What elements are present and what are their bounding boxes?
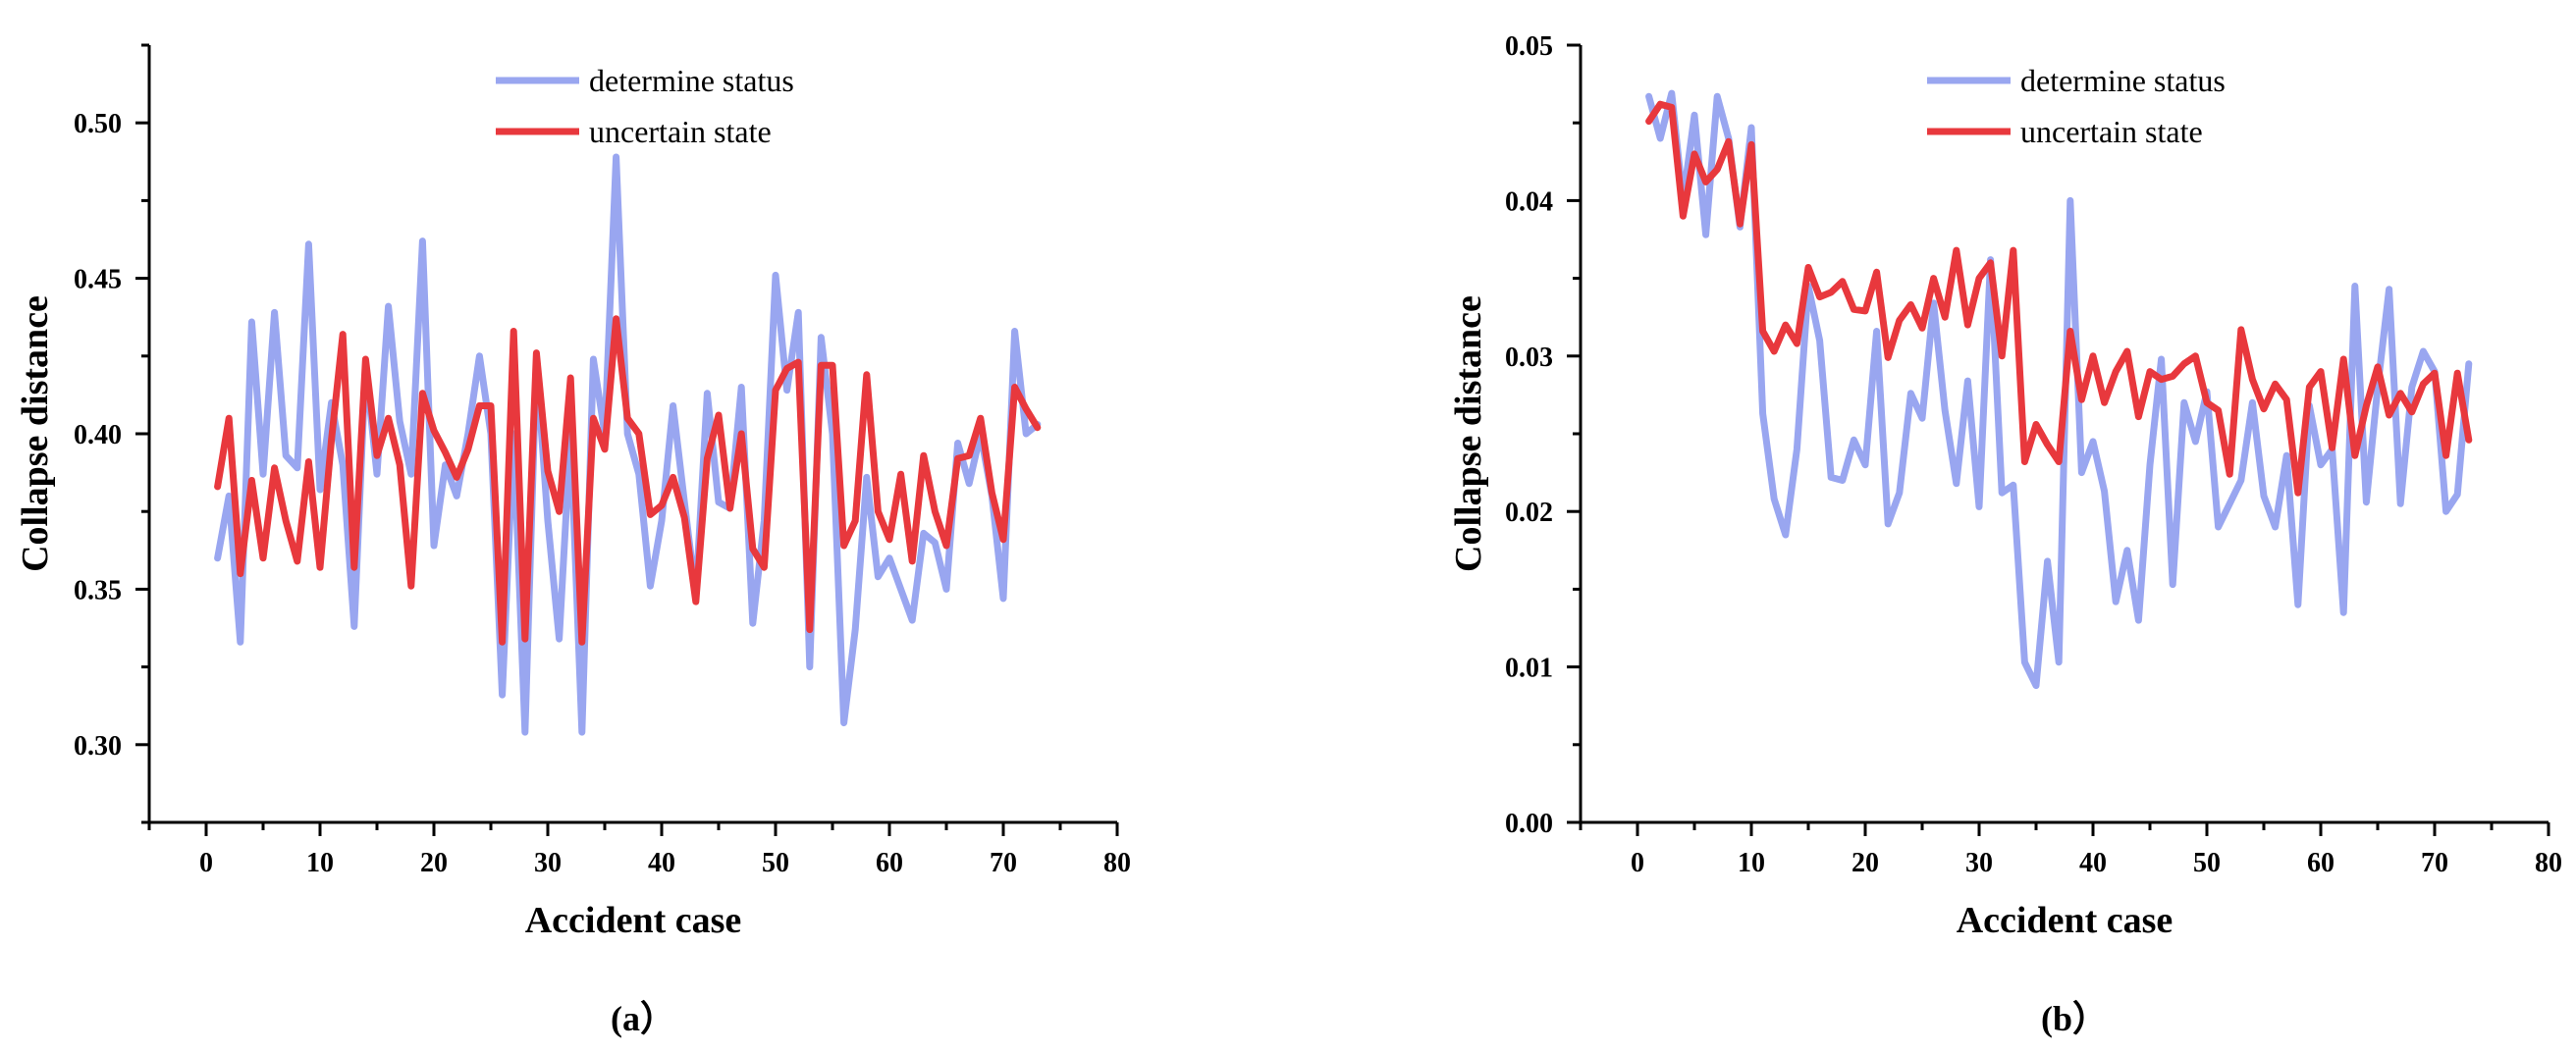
legend-label: determine status xyxy=(2020,63,2226,98)
y-tick-label: 0.04 xyxy=(1505,186,1553,217)
x-tick-label: 20 xyxy=(1852,848,1879,878)
x-axis-title: Accident case xyxy=(525,900,742,941)
chart-panel-0: 0 10 20 30 40 50 60 70 80 0.30 0.35 0.40 0.45 0.50 Acc… xyxy=(15,43,1131,1038)
y-tick-label: 0.00 xyxy=(1505,809,1553,839)
y-tick-label: 0.35 xyxy=(74,575,122,605)
chart-panel-1: 0 10 20 30 40 50 60 70 80 0.00 0.01 0.02 0.03 0.04 0.0… xyxy=(1448,31,2562,1038)
x-tick-label: 80 xyxy=(2535,848,2562,878)
y-tick-label: 0.02 xyxy=(1505,498,1553,528)
x-tick-label: 40 xyxy=(648,848,675,878)
x-tick-label: 80 xyxy=(1103,848,1131,878)
y-tick-label: 0.50 xyxy=(74,109,122,139)
x-tick-label: 70 xyxy=(990,848,1017,878)
x-axis-title: Accident case xyxy=(1957,900,2174,941)
y-tick-label: 0.01 xyxy=(1505,654,1553,684)
x-tick-label: 40 xyxy=(2079,848,2107,878)
x-tick-label: 70 xyxy=(2421,848,2448,878)
x-tick-label: 30 xyxy=(534,848,562,878)
y-tick-label: 0.03 xyxy=(1505,342,1553,373)
series-line-uncertain-state xyxy=(214,315,1042,646)
x-tick-label: 0 xyxy=(199,848,213,878)
y-tick-label: 0.30 xyxy=(74,731,122,762)
x-tick-label: 10 xyxy=(1738,848,1765,878)
y-axis-title: Collapse distance xyxy=(1448,295,1489,572)
x-tick-label: 60 xyxy=(876,848,903,878)
legend-label: uncertain state xyxy=(589,114,772,149)
x-tick-label: 10 xyxy=(306,848,334,878)
y-axis-title: Collapse distance xyxy=(15,295,56,572)
x-tick-label: 0 xyxy=(1631,848,1644,878)
x-tick-label: 60 xyxy=(2307,848,2334,878)
series-line-uncertain-state xyxy=(1645,100,2473,497)
y-tick-label: 0.05 xyxy=(1505,31,1553,62)
series-line-determine-status xyxy=(214,153,1042,736)
panel-label: (b） xyxy=(2041,999,2108,1038)
x-tick-label: 20 xyxy=(420,848,448,878)
y-tick-label: 0.45 xyxy=(74,265,122,295)
x-tick-label: 50 xyxy=(762,848,789,878)
x-tick-label: 50 xyxy=(2193,848,2221,878)
y-tick-label: 0.40 xyxy=(74,420,122,450)
panel-label: (a） xyxy=(611,999,675,1038)
legend-label: uncertain state xyxy=(2020,114,2203,149)
x-tick-label: 30 xyxy=(1965,848,1993,878)
legend-label: determine status xyxy=(589,63,794,98)
